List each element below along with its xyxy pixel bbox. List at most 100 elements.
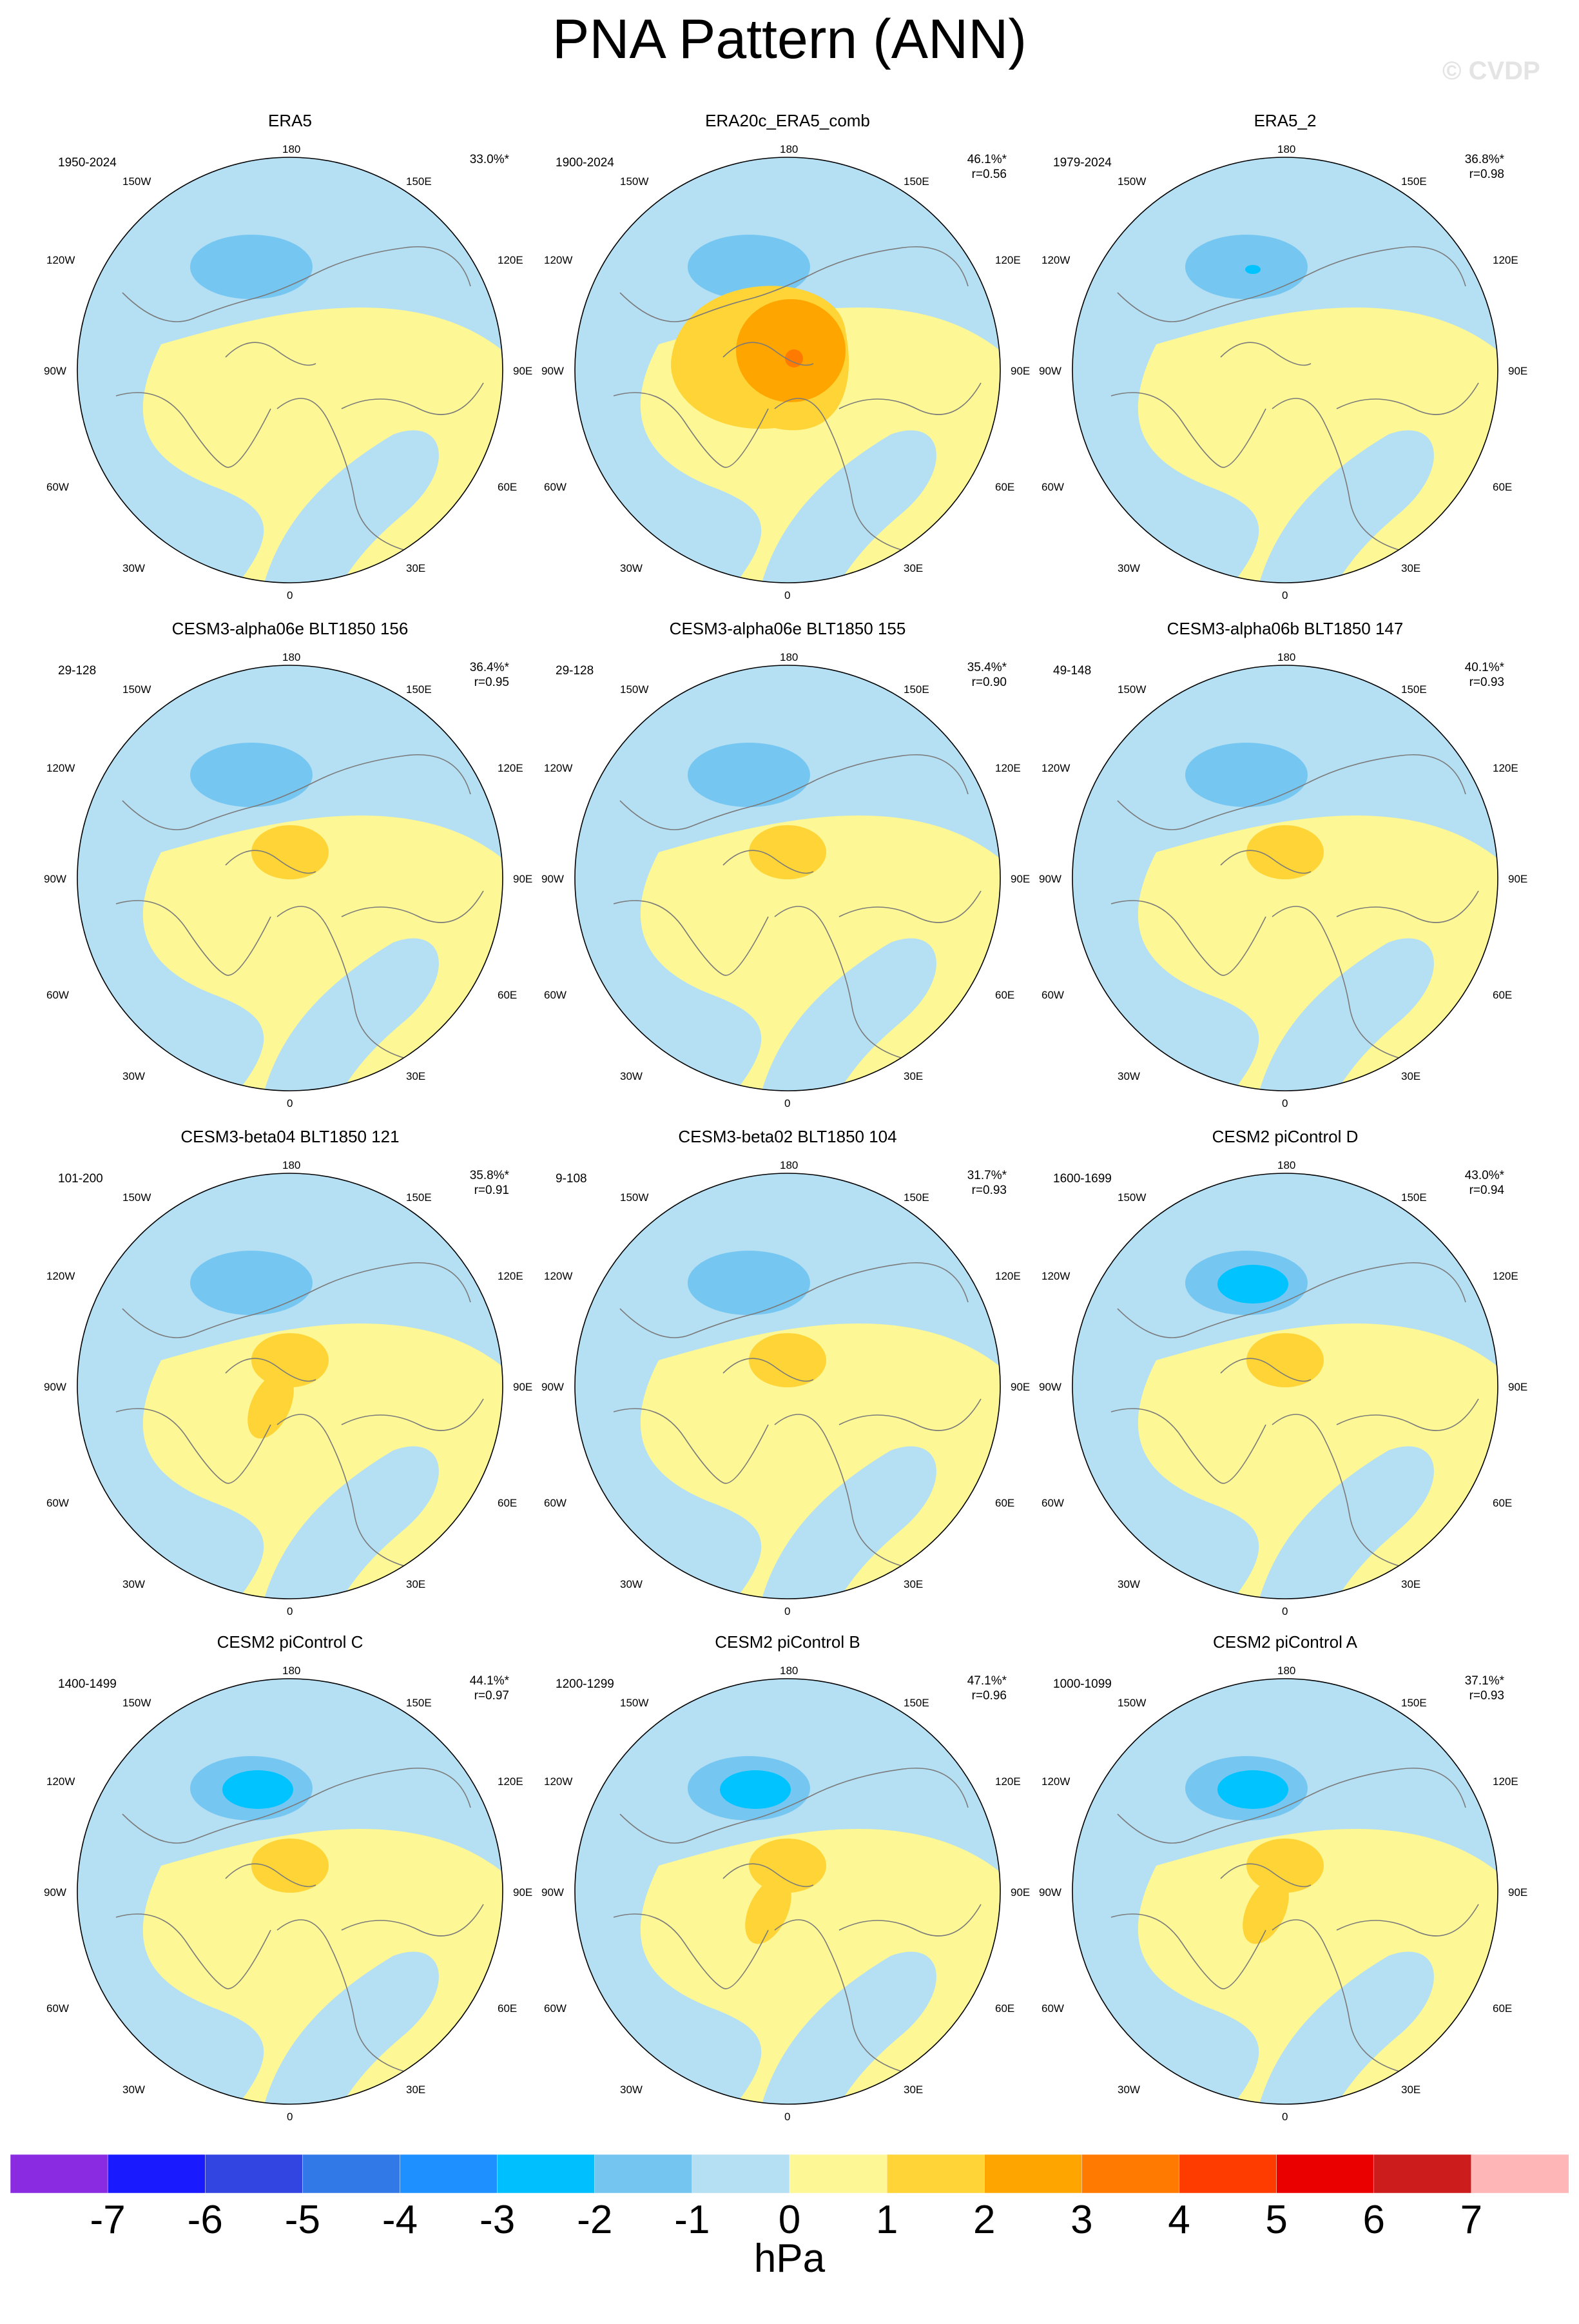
- longitude-label: 30W: [620, 2084, 643, 2096]
- coastline: [619, 1262, 969, 1338]
- coastline: [613, 392, 769, 468]
- map-panel: ERA5 1950-2024 33.0%* 180 0 90W 90E 150W 150E 120…: [32, 111, 548, 614]
- longitude-label: 150W: [620, 1191, 649, 1204]
- variance-percent: 44.1%*: [469, 1674, 509, 1688]
- colorbar-segment: [1471, 2154, 1569, 2193]
- coastline: [838, 890, 982, 923]
- panel-title: CESM2 piControl C: [217, 1632, 363, 1652]
- polar-map: [574, 1173, 1001, 1599]
- variance-percent: 46.1%*: [967, 153, 1007, 166]
- longitude-label: 180: [1277, 1159, 1296, 1171]
- colorbar-segment: [205, 2154, 304, 2193]
- longitude-label: 0: [1282, 1097, 1288, 1109]
- longitude-label: 150E: [1401, 1697, 1427, 1709]
- longitude-label: 150W: [122, 175, 151, 188]
- longitude-label: 120W: [1041, 254, 1070, 266]
- panel-variance-stats: 36.4%* r=0.95: [470, 660, 509, 690]
- colorbar-tick: 3: [1070, 2198, 1093, 2242]
- longitude-label: 60W: [46, 989, 69, 1001]
- longitude-label: 120W: [46, 762, 75, 774]
- panel-title: CESM2 piControl B: [715, 1632, 860, 1652]
- pattern-correlation: r=0.91: [474, 1184, 509, 1197]
- figure-title: PNA Pattern (ANN): [552, 8, 1027, 70]
- map-panel: CESM3-alpha06e BLT1850 155 29-128 35.4%* r=…: [530, 619, 1045, 1122]
- longitude-label: 90W: [1039, 873, 1061, 885]
- coastline: [276, 906, 407, 1059]
- colorbar-tick: -3: [480, 2198, 516, 2242]
- colorbar-segment: [692, 2154, 790, 2193]
- coastline: [613, 1913, 769, 1989]
- aleutian-low-core: [720, 1770, 791, 1809]
- longitude-label: 120W: [1041, 1775, 1070, 1788]
- map-border: [77, 1678, 503, 2105]
- longitude-label: 90E: [1011, 1886, 1031, 1899]
- polar-map: [574, 1678, 1001, 2105]
- variance-percent: 35.4%*: [967, 661, 1007, 674]
- longitude-label: 120E: [1493, 762, 1518, 774]
- longitude-label: 150W: [620, 1697, 649, 1709]
- longitude-label: 120W: [544, 254, 573, 266]
- longitude-label: 150E: [406, 1697, 432, 1709]
- longitude-label: 150E: [1401, 175, 1427, 188]
- aleutian-low: [1185, 743, 1308, 807]
- longitude-label: 90E: [513, 365, 533, 377]
- negative-anomaly-region: [77, 157, 503, 583]
- longitude-label: 60W: [46, 481, 69, 493]
- colorbar-segment: [400, 2154, 498, 2193]
- longitude-label: 60E: [995, 1497, 1015, 1509]
- longitude-label: 30W: [1118, 2084, 1140, 2096]
- polar-high: [251, 1333, 329, 1387]
- colorbar-tick: -6: [187, 2198, 223, 2242]
- atlantic-negative-region: [1259, 1951, 1434, 2104]
- longitude-label: 60E: [995, 481, 1015, 493]
- map-panel: CESM2 piControl D 1600-1699 43.0%* r=0.94 18…: [1027, 1127, 1543, 1630]
- panel-period: 29-128: [556, 664, 594, 678]
- panel-period: 1000-1099: [1053, 1677, 1112, 1691]
- coastline: [774, 1919, 904, 2073]
- polar-map: [574, 665, 1001, 1091]
- longitude-label: 0: [784, 589, 791, 601]
- coastline: [1336, 1398, 1479, 1431]
- longitude-label: 0: [287, 589, 293, 601]
- longitude-label: 60W: [1041, 481, 1064, 493]
- colorbar-segment: [886, 2154, 985, 2193]
- colorbar-tick: 5: [1265, 2198, 1288, 2242]
- panel-title: CESM3-alpha06e BLT1850 155: [669, 619, 906, 638]
- longitude-label: 0: [287, 1097, 293, 1109]
- longitude-label: 30W: [1118, 1578, 1140, 1590]
- longitude-label: 120E: [498, 1270, 523, 1282]
- longitude-label: 60E: [1493, 2002, 1513, 2015]
- map-border: [574, 1173, 1001, 1599]
- longitude-label: 150E: [904, 1697, 929, 1709]
- longitude-label: 90E: [1011, 873, 1031, 885]
- negative-anomaly-region: [1072, 665, 1498, 1091]
- longitude-label: 150W: [620, 175, 649, 188]
- longitude-label: 30W: [122, 562, 145, 574]
- coastline: [1272, 1919, 1402, 2073]
- longitude-label: 150W: [122, 1191, 151, 1204]
- longitude-label: 30E: [406, 2084, 426, 2096]
- colorbar-segment: [1081, 2154, 1180, 2193]
- panel-period: 49-148: [1053, 664, 1092, 678]
- longitude-label: 30W: [1118, 1070, 1140, 1082]
- variance-percent: 47.1%*: [967, 1674, 1007, 1688]
- aleutian-low: [688, 1251, 810, 1315]
- atlantic-negative-region: [264, 430, 439, 583]
- longitude-label: 90W: [44, 873, 66, 885]
- panel-period: 1400-1499: [58, 1677, 117, 1691]
- aleutian-low-core: [222, 1770, 293, 1809]
- coastline: [1272, 1414, 1402, 1567]
- longitude-label: 120W: [1041, 762, 1070, 774]
- panel-title: CESM2 piControl A: [1213, 1632, 1357, 1652]
- colorbar-segment: [10, 2154, 108, 2193]
- map-border: [1072, 1173, 1498, 1599]
- colorbar-segment: [789, 2154, 887, 2193]
- pattern-correlation: r=0.96: [971, 1689, 1007, 1703]
- coastline: [1336, 1904, 1479, 1937]
- polar-high-core: [785, 349, 803, 367]
- longitude-label: 90W: [1039, 365, 1061, 377]
- coastline: [1220, 1358, 1312, 1382]
- longitude-label: 120E: [498, 1775, 523, 1788]
- map-panel: ERA20c_ERA5_comb 1900-2024 46.1%* r=0.56 180…: [530, 111, 1045, 614]
- longitude-label: 60E: [498, 1497, 518, 1509]
